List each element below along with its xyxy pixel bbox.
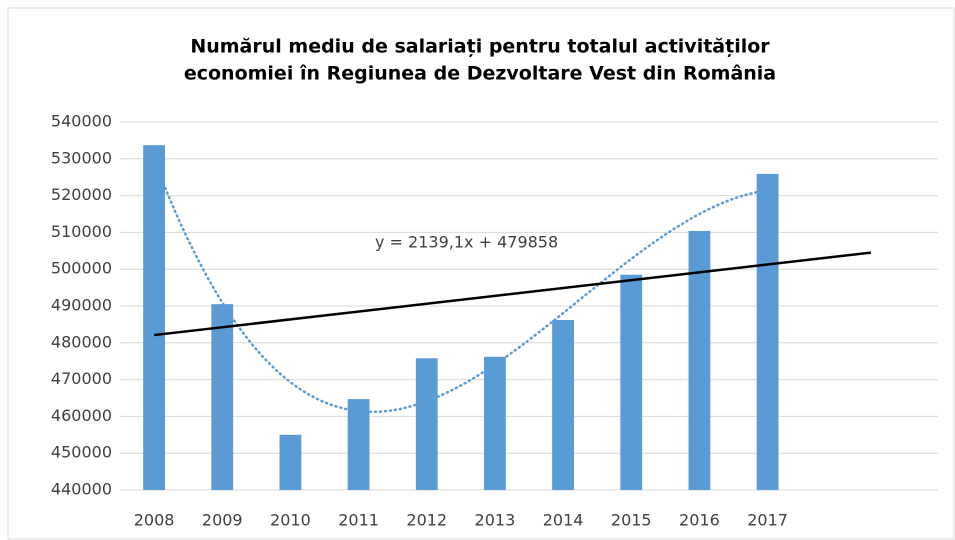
x-tick-label: 2008 [134, 511, 175, 530]
y-tick-label: 480000 [51, 332, 112, 351]
bar [211, 304, 234, 490]
trendline-equation: y = 2139,1x + 479858 [375, 233, 558, 252]
bar [688, 230, 711, 491]
bar [484, 356, 506, 490]
bar [620, 274, 643, 490]
poly-trendline [152, 158, 769, 414]
y-tick-label: 530000 [51, 148, 112, 167]
x-tick-label: 2013 [475, 511, 516, 530]
x-tick-label: 2009 [202, 511, 243, 530]
y-tick-label: 500000 [51, 259, 112, 278]
bar [347, 399, 370, 490]
x-tick-label: 2010 [270, 511, 311, 530]
chart-title: economiei în Regiunea de Dezvoltare Vest… [184, 63, 776, 85]
bar [552, 319, 574, 490]
y-tick-label: 460000 [51, 406, 112, 425]
bar [415, 358, 438, 490]
y-tick-label: 470000 [51, 369, 112, 388]
y-tick-label: 510000 [51, 222, 112, 241]
bar [756, 173, 779, 490]
bar [279, 434, 302, 490]
chart-title: Numărul mediu de salariați pentru totalu… [190, 36, 770, 58]
x-tick-label: 2017 [747, 511, 788, 530]
x-tick-label: 2015 [611, 511, 652, 530]
x-tick-label: 2014 [543, 511, 584, 530]
bar [143, 145, 165, 490]
y-tick-label: 450000 [51, 443, 112, 462]
x-tick-label: 2011 [338, 511, 379, 530]
x-tick-label: 2012 [406, 511, 447, 530]
y-tick-label: 540000 [51, 112, 112, 131]
y-tick-label: 490000 [51, 296, 112, 315]
y-tick-label: 520000 [51, 185, 112, 204]
linear-trendline [153, 251, 872, 337]
y-tick-label: 440000 [51, 480, 112, 499]
chart-frame [7, 7, 955, 540]
x-tick-label: 2016 [679, 511, 720, 530]
